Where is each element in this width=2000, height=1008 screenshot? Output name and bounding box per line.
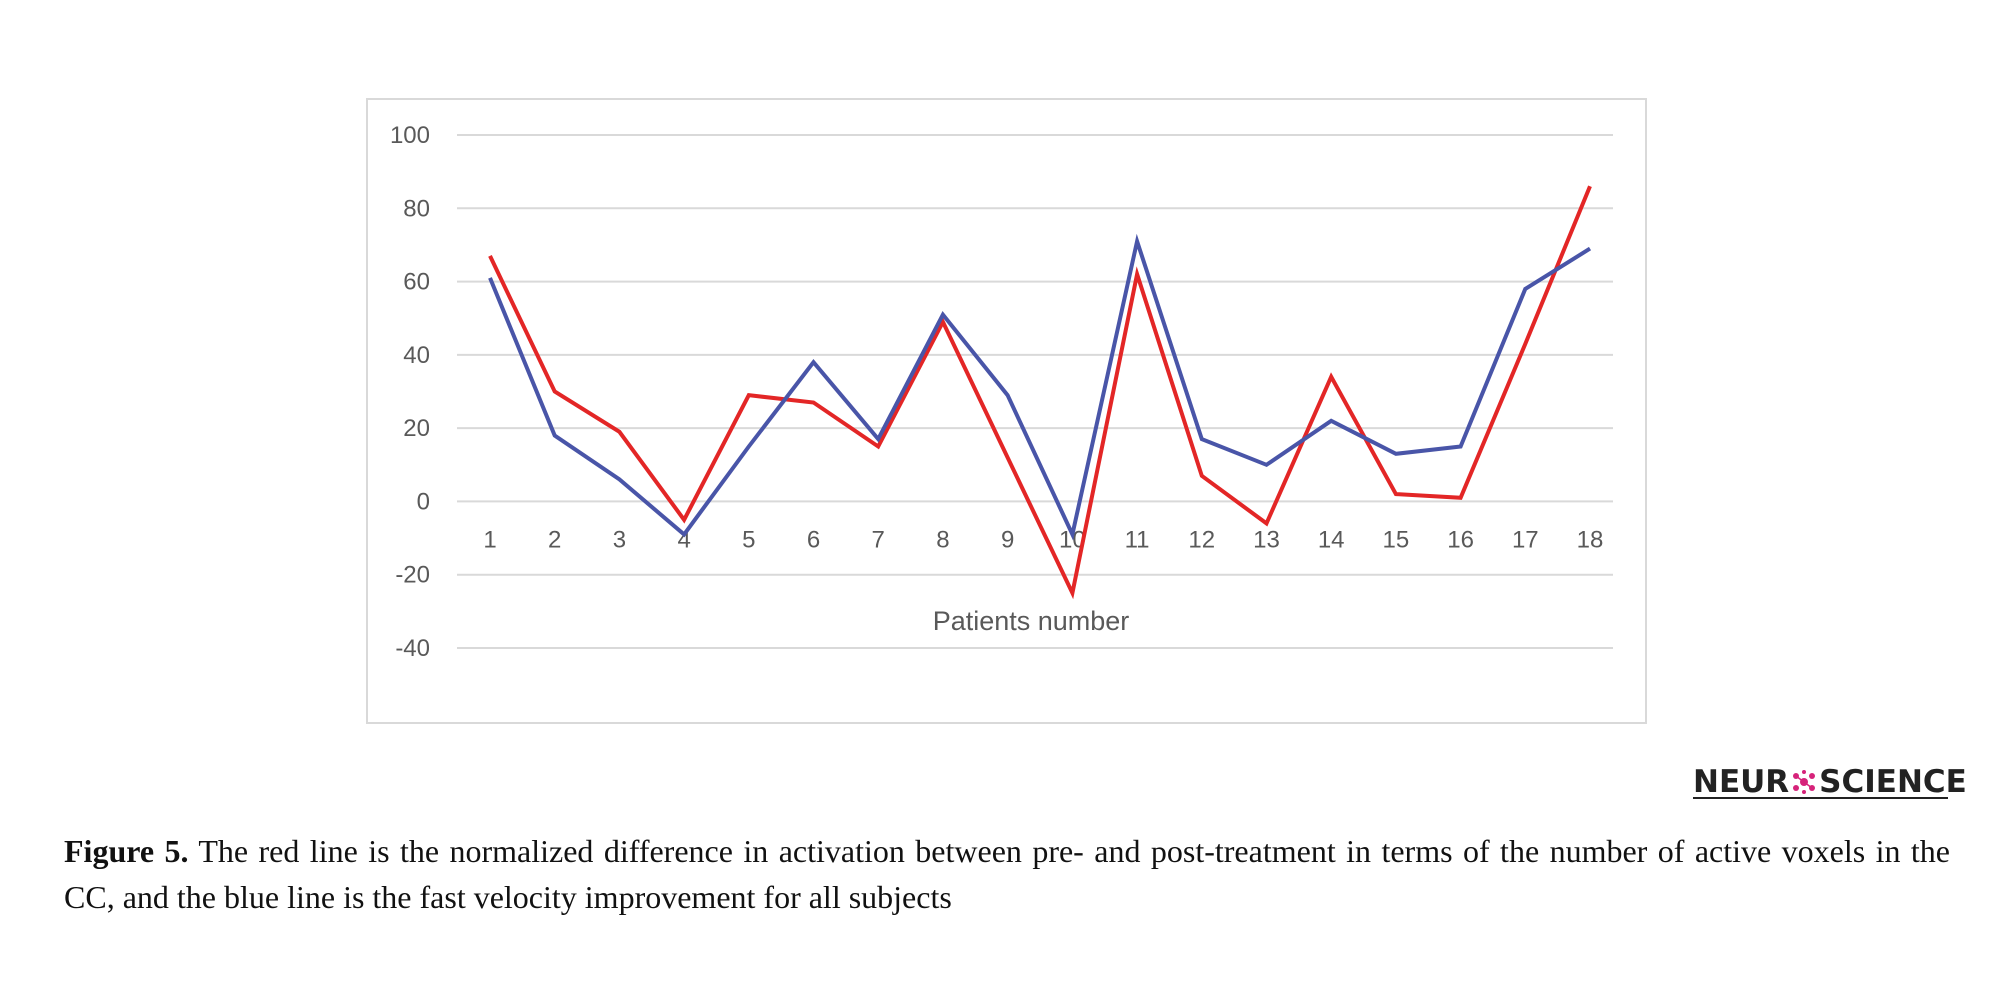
x-tick-label: 7	[872, 526, 885, 553]
brand-text-left: NEUR	[1693, 764, 1790, 800]
x-tick-label: 17	[1512, 526, 1539, 553]
x-tick-label: 9	[1001, 526, 1014, 553]
y-tick-label: 40	[403, 342, 430, 369]
brain-molecule-icon	[1793, 770, 1816, 794]
x-tick-label: 1	[483, 526, 496, 553]
x-tick-label: 13	[1253, 526, 1280, 553]
y-tick-label: 0	[417, 488, 430, 515]
series-line-1	[488, 185, 1592, 600]
caption-text: The red line is the normalized differenc…	[64, 833, 1951, 915]
brand-logo: NEUR SCIENCE	[1693, 760, 1967, 804]
y-tick-label: 100	[390, 122, 430, 149]
x-tick-label: 11	[1125, 526, 1150, 553]
x-tick-label: 15	[1383, 526, 1410, 553]
x-axis-title: Patients number	[933, 606, 1130, 636]
caption-label: Figure 5.	[64, 833, 189, 869]
x-tick-label: 8	[936, 526, 949, 553]
x-tick-label: 16	[1447, 526, 1474, 553]
series-line-2	[488, 233, 1592, 541]
y-tick-label: -40	[395, 635, 430, 662]
brand-underline	[1693, 797, 1948, 799]
y-tick-label: -20	[395, 562, 430, 589]
x-tick-label: 18	[1577, 526, 1604, 553]
x-tick-label: 5	[742, 526, 755, 553]
y-tick-label: 60	[403, 269, 430, 296]
chart-frame: 100 80 60 40 20 0 -20 -40 1 2 3 4 5 6 7 8 9 10 11 12 13 14 15 1…	[366, 98, 1647, 724]
figure-caption: Figure 5. The red line is the normalized…	[64, 828, 1950, 920]
y-tick-label: 80	[403, 195, 430, 222]
x-tick-label: 12	[1188, 526, 1215, 553]
x-tick-label: 2	[548, 526, 561, 553]
y-tick-label: 20	[403, 415, 430, 442]
brand-text-right: SCIENCE	[1819, 764, 1967, 800]
x-tick-label: 14	[1318, 526, 1345, 553]
x-tick-label: 6	[807, 526, 820, 553]
x-tick-label: 3	[613, 526, 626, 553]
